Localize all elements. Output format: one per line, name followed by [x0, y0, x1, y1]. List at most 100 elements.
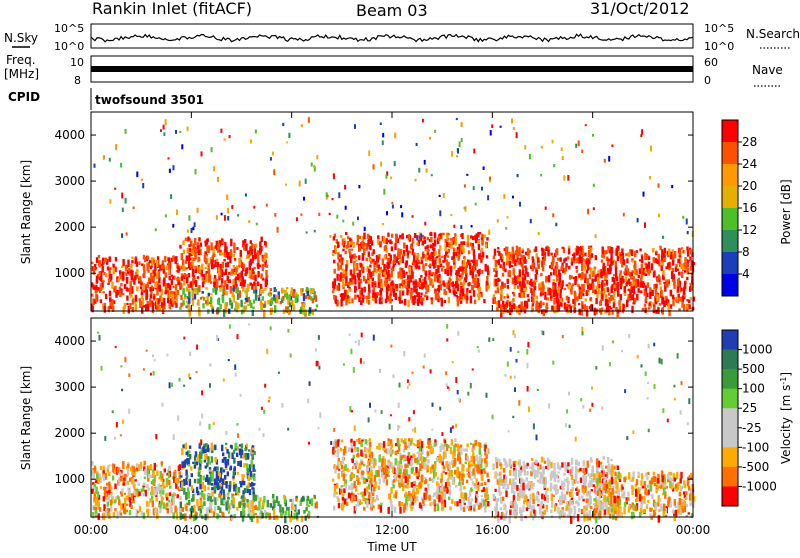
- echo-cell: [459, 499, 461, 503]
- echo-cell: [404, 464, 406, 469]
- echo-cell: [366, 258, 368, 262]
- echo-cell: [495, 279, 497, 285]
- echo-cell: [494, 297, 496, 304]
- echo-cell: [160, 471, 162, 477]
- echo-cell: [466, 448, 468, 452]
- echo-cell: [224, 215, 226, 221]
- echo-cell: [235, 289, 237, 294]
- echo-cell: [604, 159, 606, 163]
- echo-cell: [446, 265, 448, 270]
- echo-cell: [149, 287, 151, 292]
- echo-cell: [348, 447, 350, 451]
- echo-cell: [552, 282, 554, 285]
- echo-cell: [227, 505, 229, 508]
- echo-cell: [176, 478, 178, 484]
- echo-cell: [472, 481, 474, 485]
- echo-cell: [483, 299, 485, 303]
- echo-cell: [532, 297, 534, 303]
- echo-cell: [593, 184, 595, 187]
- echo-cell: [668, 303, 670, 310]
- echo-cell: [529, 467, 531, 469]
- echo-cell: [233, 485, 235, 492]
- echo-cell: [337, 252, 339, 259]
- echo-cell: [479, 232, 481, 235]
- echo-cell: [644, 291, 646, 295]
- echo-cell: [131, 274, 133, 280]
- echo-cell: [663, 282, 665, 284]
- echo-cell: [541, 146, 543, 148]
- echo-cell: [102, 470, 104, 473]
- echo-cell: [224, 457, 226, 465]
- echo-cell: [655, 310, 657, 314]
- echo-cell: [562, 495, 564, 500]
- echo-cell: [144, 461, 146, 465]
- echo-cell: [666, 281, 668, 286]
- echo-cell: [454, 438, 456, 442]
- echo-cell: [316, 155, 318, 160]
- echo-cell: [276, 295, 278, 303]
- echo-cell: [424, 477, 426, 479]
- echo-cell: [135, 469, 137, 472]
- echo-cell: [305, 507, 307, 511]
- echo-cell: [94, 286, 96, 290]
- echo-cell: [212, 471, 214, 477]
- echo-cell: [173, 165, 175, 170]
- echo-cell: [125, 129, 127, 134]
- echo-cell: [480, 292, 482, 294]
- echo-cell: [413, 286, 415, 293]
- echo-cell: [527, 299, 529, 302]
- echo-cell: [493, 256, 495, 260]
- echo-cell: [226, 495, 228, 497]
- echo-cell: [649, 292, 651, 299]
- echo-cell: [596, 286, 598, 290]
- echo-cell: [409, 267, 411, 275]
- echo-cell: [569, 275, 571, 280]
- echo-cell: [640, 282, 642, 288]
- echo-cell: [589, 483, 591, 487]
- echo-cell: [119, 472, 121, 476]
- echo-cell: [479, 448, 481, 455]
- echo-cell: [129, 497, 131, 502]
- echo-cell: [141, 289, 143, 292]
- echo-cell: [353, 242, 355, 248]
- echo-cell: [394, 507, 396, 513]
- echo-cell: [428, 495, 430, 501]
- echo-cell: [103, 261, 105, 263]
- freq-tick-top: 10: [70, 56, 84, 69]
- echo-cell: [653, 272, 655, 277]
- echo-cell: [204, 267, 206, 269]
- y-tick-label: 1000: [54, 266, 85, 280]
- echo-cell: [556, 293, 558, 301]
- echo-cell: [244, 239, 246, 243]
- echo-cell: [450, 241, 452, 249]
- echo-cell: [407, 456, 409, 461]
- echo-cell: [333, 173, 335, 179]
- echo-cell: [152, 472, 154, 478]
- echo-cell: [282, 123, 284, 126]
- echo-cell: [346, 502, 348, 506]
- echo-cell: [544, 510, 546, 515]
- echo-cell: [307, 291, 309, 296]
- echo-cell: [672, 295, 674, 300]
- echo-cell: [574, 292, 576, 300]
- echo-cell: [288, 511, 290, 517]
- echo-cell: [104, 306, 106, 313]
- echo-cell: [188, 298, 190, 304]
- echo-cell: [672, 299, 674, 306]
- echo-cell: [628, 279, 630, 285]
- echo-cell: [260, 305, 262, 310]
- echo-cell: [153, 270, 155, 277]
- echo-cell: [249, 489, 251, 495]
- echo-cell: [561, 510, 563, 515]
- echo-cell: [199, 484, 201, 490]
- echo-cell: [396, 234, 398, 239]
- echo-cell: [159, 285, 161, 292]
- echo-cell: [126, 504, 128, 506]
- echo-cell: [250, 471, 252, 477]
- echo-cell: [476, 479, 478, 484]
- echo-cell: [270, 157, 272, 161]
- echo-cell: [342, 249, 344, 252]
- echo-cell: [458, 471, 460, 477]
- echo-cell: [382, 469, 384, 472]
- echo-cell: [382, 448, 384, 451]
